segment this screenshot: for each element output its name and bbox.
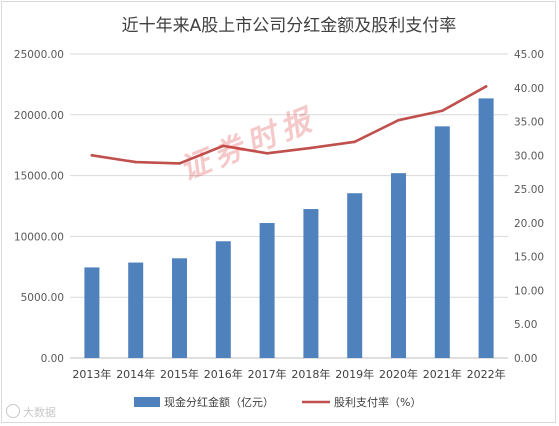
y-right-tick-label: 45.00 xyxy=(514,49,544,61)
line-point xyxy=(222,144,225,148)
x-tick-label: 2014年 xyxy=(116,367,155,381)
y-left-tick-label: 25000.00 xyxy=(14,49,64,61)
x-tick-label: 2019年 xyxy=(335,367,374,381)
x-tick-label: 2022年 xyxy=(467,367,506,381)
logo-text: 大数据 xyxy=(23,406,56,419)
bar xyxy=(303,209,319,358)
x-tick-label: 2018年 xyxy=(291,367,330,381)
legend-label-bar: 现金分红金额（亿元） xyxy=(164,395,274,409)
y-right-tick-label: 15.00 xyxy=(514,252,544,264)
bar xyxy=(128,262,144,358)
y-right-tick-label: 10.00 xyxy=(514,285,544,297)
y-left-tick-label: 0.00 xyxy=(41,353,64,365)
logo-icon xyxy=(6,404,20,418)
bar xyxy=(259,223,275,358)
line-point xyxy=(397,118,400,122)
y-right-tick-label: 20.00 xyxy=(514,218,544,230)
line-point xyxy=(265,152,269,155)
y-right-tick-label: 0.00 xyxy=(514,353,537,365)
y-right-tick-label: 25.00 xyxy=(514,184,544,196)
source-logo: 大数据 xyxy=(6,404,56,420)
bar xyxy=(172,258,187,358)
line-point xyxy=(309,146,313,150)
bar xyxy=(347,193,363,358)
line-point xyxy=(353,140,357,144)
line-point xyxy=(178,162,181,165)
y-left-tick-label: 5000.00 xyxy=(21,292,64,304)
line-series xyxy=(90,85,488,165)
legend-swatch-bar xyxy=(134,397,160,407)
y-right-tick-label: 40.00 xyxy=(514,83,544,95)
legend-label-line: 股利支付率（%） xyxy=(334,395,421,409)
x-tick-label: 2017年 xyxy=(248,367,287,381)
bar xyxy=(215,241,231,358)
line-point xyxy=(441,109,444,113)
x-tick-label: 2016年 xyxy=(204,367,243,381)
bar xyxy=(84,267,100,358)
y-right-tick-label: 30.00 xyxy=(514,150,544,162)
line-point xyxy=(134,160,137,164)
bar xyxy=(391,173,406,358)
x-tick-label: 2013年 xyxy=(72,367,111,381)
line-point xyxy=(484,85,488,88)
bar xyxy=(434,126,450,359)
y-left-tick-label: 20000.00 xyxy=(14,110,64,122)
x-tick-label: 2020年 xyxy=(379,367,418,381)
y-left-tick-label: 15000.00 xyxy=(14,171,64,183)
y-right-tick-label: 35.00 xyxy=(514,117,544,129)
x-tick-label: 2021年 xyxy=(423,367,462,381)
line-point xyxy=(90,154,94,157)
x-tick-label: 2015年 xyxy=(160,367,199,381)
bar xyxy=(478,98,494,358)
y-left-tick-label: 10000.00 xyxy=(14,231,64,243)
chart-title: 近十年来A股上市公司分红金额及股利支付率 xyxy=(122,16,457,36)
y-right-tick-label: 5.00 xyxy=(514,319,537,331)
